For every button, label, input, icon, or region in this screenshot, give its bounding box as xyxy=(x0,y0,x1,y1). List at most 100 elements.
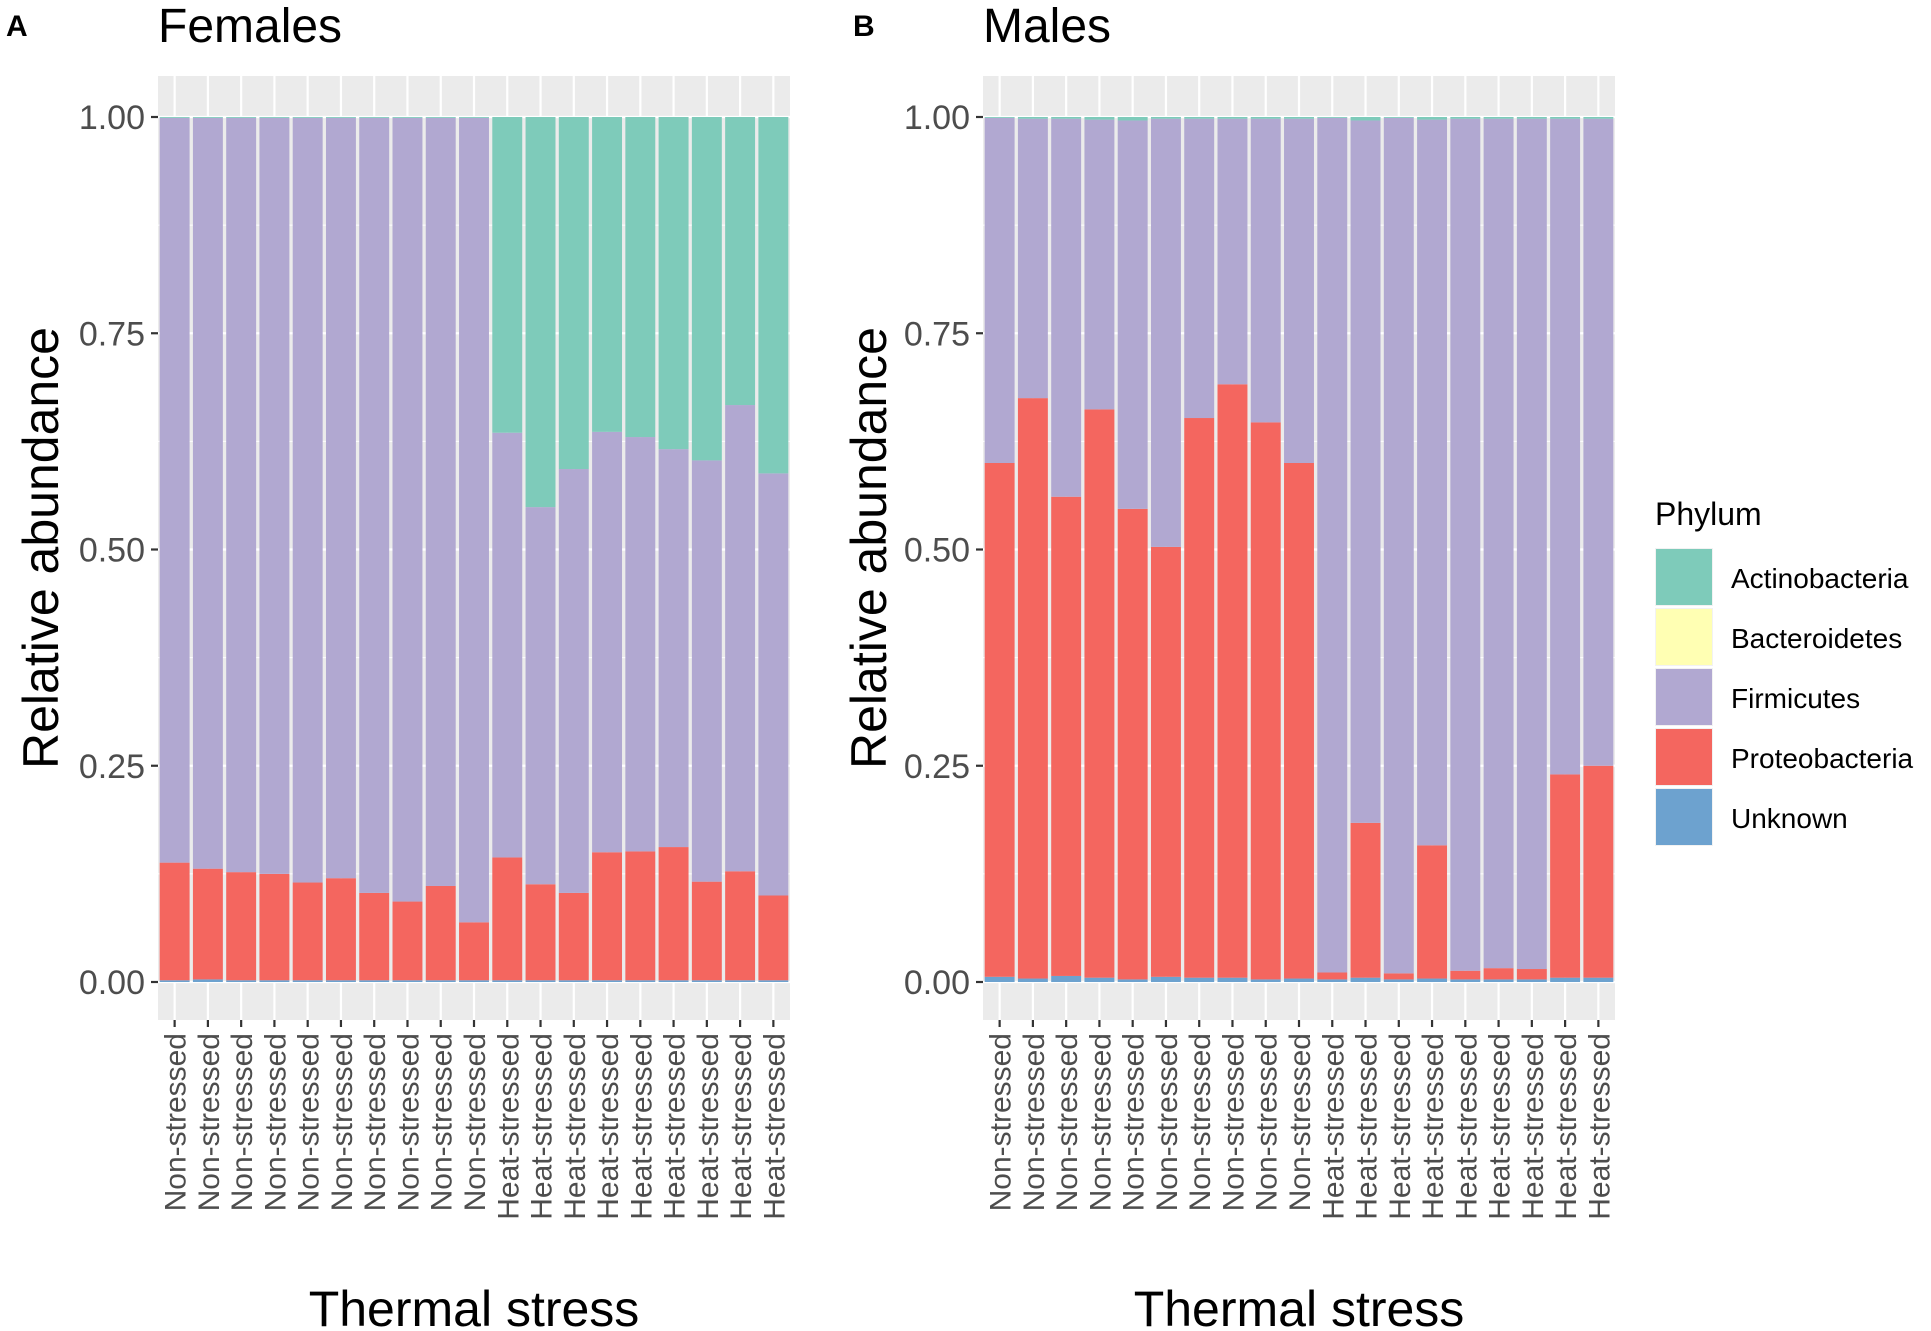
bar-stack xyxy=(1417,117,1448,982)
bar-segment-unknown xyxy=(392,980,423,982)
bar-segment-firmicutes xyxy=(425,117,456,886)
x-tick-label: Heat-stressed xyxy=(526,1033,559,1220)
bar-segment-actinobacteria xyxy=(1417,117,1448,120)
bar-segment-firmicutes xyxy=(325,117,356,879)
x-tick-label: Heat-stressed xyxy=(692,1033,725,1220)
bar-stack xyxy=(1550,117,1581,982)
x-tick-label: Non-stressed xyxy=(326,1033,359,1211)
bar-segment-proteobacteria xyxy=(1450,970,1481,980)
bar-segment-firmicutes xyxy=(1383,117,1414,974)
y-tick-label: 0.75 xyxy=(904,315,970,353)
x-tick-label: Non-stressed xyxy=(293,1033,326,1211)
bar-segment-proteobacteria xyxy=(1417,845,1448,979)
bar-segment-actinobacteria xyxy=(392,117,423,118)
x-tick-label: Non-stressed xyxy=(1184,1033,1217,1211)
x-tick-label: Heat-stressed xyxy=(625,1033,658,1220)
bar-segment-unknown xyxy=(492,980,523,982)
bar-stack xyxy=(259,117,290,982)
bar-segment-actinobacteria xyxy=(425,117,456,118)
bar-segment-unknown xyxy=(1184,977,1215,982)
bar-stack xyxy=(192,117,223,982)
x-tick-label: Non-stressed xyxy=(459,1033,492,1211)
bar-segment-unknown xyxy=(1017,978,1048,982)
x-tick-label: Heat-stressed xyxy=(1384,1033,1417,1220)
bar-segment-proteobacteria xyxy=(1017,398,1048,979)
bar-segment-actinobacteria xyxy=(691,117,722,461)
bar-segment-unknown xyxy=(691,980,722,982)
bar-segment-firmicutes xyxy=(159,117,190,863)
bar-stack xyxy=(325,117,356,982)
bar-segment-unknown xyxy=(1150,976,1181,982)
y-tick-label: 0.00 xyxy=(904,964,970,1002)
bar-segment-unknown xyxy=(459,980,489,982)
bar-segment-proteobacteria xyxy=(226,872,257,981)
bar-segment-proteobacteria xyxy=(1550,774,1581,978)
bar-segment-firmicutes xyxy=(1516,118,1547,970)
bar-segment-unknown xyxy=(1084,977,1115,982)
bar-segment-proteobacteria xyxy=(392,901,423,981)
bar-segment-firmicutes xyxy=(1550,118,1581,775)
x-tick-label: Non-stressed xyxy=(392,1033,425,1211)
x-tick-label: Non-stressed xyxy=(985,1033,1018,1211)
bar-segment-actinobacteria xyxy=(159,117,190,118)
bar-segment-actinobacteria xyxy=(1284,117,1314,119)
bar-segment-unknown xyxy=(1051,975,1082,982)
bar-segment-firmicutes xyxy=(1583,118,1614,766)
x-tick-label: Heat-stressed xyxy=(492,1033,525,1220)
bar-stack xyxy=(725,117,756,982)
x-tick-label: Heat-stressed xyxy=(1351,1033,1384,1220)
bar-segment-proteobacteria xyxy=(1084,409,1115,978)
bar-segment-firmicutes xyxy=(592,431,623,853)
bar-segment-firmicutes xyxy=(984,117,1015,464)
bar-segment-proteobacteria xyxy=(1150,546,1181,977)
bar-segment-firmicutes xyxy=(1150,118,1181,547)
bar-segment-actinobacteria xyxy=(558,117,589,470)
bar-segment-firmicutes xyxy=(1051,118,1082,497)
bar-stack xyxy=(1150,117,1181,982)
bar-segment-unknown xyxy=(325,980,356,982)
y-tick-label: 0.25 xyxy=(79,748,145,786)
bar-segment-actinobacteria xyxy=(325,117,356,118)
x-tick-label: Non-stressed xyxy=(1084,1033,1117,1211)
bar-segment-firmicutes xyxy=(226,117,257,873)
bar-segment-firmicutes xyxy=(392,117,423,902)
x-tick-label: Heat-stressed xyxy=(725,1033,758,1220)
y-axis-title: Relative abundance xyxy=(13,327,69,769)
y-tick-label: 1.00 xyxy=(904,99,970,137)
bar-stack xyxy=(1117,117,1148,982)
bar-segment-unknown xyxy=(192,979,223,982)
bar-segment-proteobacteria xyxy=(525,884,556,981)
bar-segment-firmicutes xyxy=(359,117,390,893)
x-axis-title: Thermal stress xyxy=(309,1281,640,1331)
bar-segment-unknown xyxy=(1417,978,1448,982)
bar-segment-actinobacteria xyxy=(1317,117,1348,118)
x-tick-label: Heat-stressed xyxy=(1417,1033,1450,1220)
bar-segment-unknown xyxy=(226,980,257,982)
legend: Phylum Actinobacteria Bacteroidetes Firmicu… xyxy=(1655,496,1914,846)
bar-stack xyxy=(1051,117,1082,982)
bar-segment-firmicutes xyxy=(459,117,489,923)
bar-segment-unknown xyxy=(259,980,290,982)
x-tick-label: Non-stressed xyxy=(1251,1033,1284,1211)
bar-segment-proteobacteria xyxy=(758,895,789,981)
bar-segment-actinobacteria xyxy=(1450,117,1481,119)
bar-segment-unknown xyxy=(558,980,589,982)
bar-segment-firmicutes xyxy=(292,117,323,883)
bar-segment-actinobacteria xyxy=(1550,117,1581,119)
bar-segment-unknown xyxy=(1117,979,1148,982)
bar-stack xyxy=(1383,117,1414,982)
bar-segment-unknown xyxy=(1217,977,1248,982)
bar-stack xyxy=(1516,117,1547,982)
bar-segment-firmicutes xyxy=(1184,118,1215,419)
x-tick-label: Non-stressed xyxy=(259,1033,292,1211)
bar-stack xyxy=(658,117,689,982)
bar-segment-proteobacteria xyxy=(725,871,756,981)
x-tick-label: Non-stressed xyxy=(226,1033,259,1211)
y-tick-label: 0.50 xyxy=(79,532,145,570)
x-tick-label: Non-stressed xyxy=(1018,1033,1051,1211)
bar-segment-firmicutes xyxy=(1483,118,1514,969)
bar-segment-actinobacteria xyxy=(1017,117,1048,119)
x-tick-label: Heat-stressed xyxy=(1484,1033,1517,1220)
bar-segment-actinobacteria xyxy=(1217,117,1248,119)
